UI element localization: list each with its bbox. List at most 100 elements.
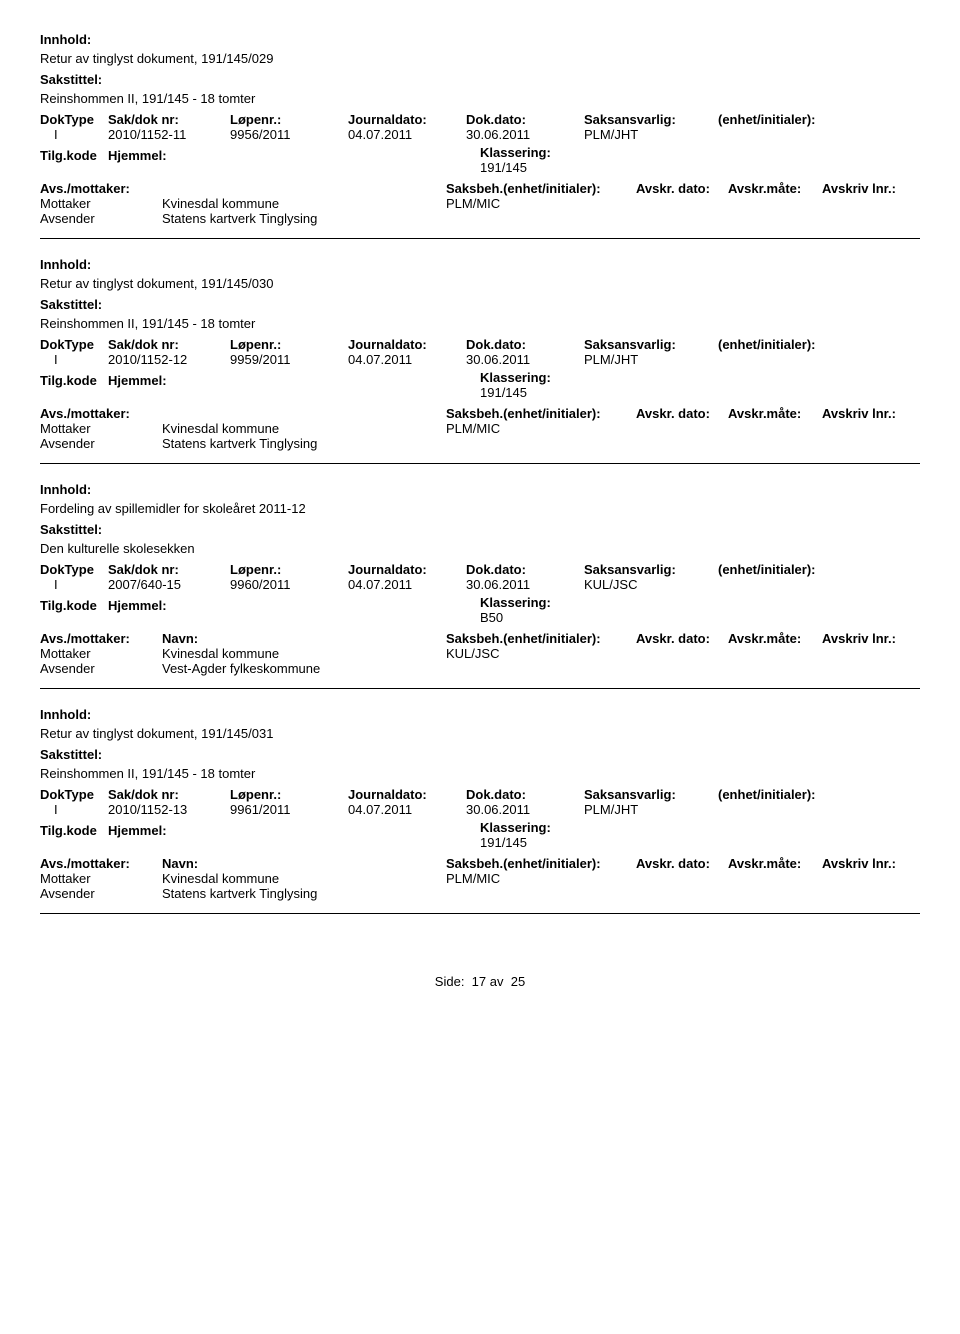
val-doktype: I: [40, 352, 108, 367]
avsender-label: Avsender: [40, 661, 162, 676]
record-separator: [40, 238, 920, 239]
col-avskr-dato: Avskr. dato:: [636, 631, 728, 646]
innhold-label: Innhold:: [40, 257, 920, 272]
col-avsmottaker: Avs./mottaker:: [40, 181, 162, 196]
saksbeh-value: KUL/JSC: [446, 646, 636, 661]
sakstittel-label: Sakstittel:: [40, 747, 920, 762]
hjemmel-label: Hjemmel:: [108, 823, 230, 838]
tilgkode-label: Tilg.kode: [40, 148, 108, 163]
innhold-value: Retur av tinglyst dokument, 191/145/031: [40, 726, 920, 741]
columns-values: I 2010/1152-12 9959/2011 04.07.2011 30.0…: [40, 352, 920, 367]
footer-total: 25: [511, 974, 525, 989]
mottaker-row: Mottaker Kvinesdal kommune PLM/MIC: [40, 871, 920, 886]
col-saknr: Sak/dok nr:: [108, 112, 230, 127]
col-saksbeh: Saksbeh.(enhet/initialer):: [446, 181, 636, 196]
col-jdato: Journaldato:: [348, 787, 466, 802]
col-doktype: DokType: [40, 112, 108, 127]
col-navn: Navn:: [162, 631, 446, 646]
sakstittel-value: Reinshommen II, 191/145 - 18 tomter: [40, 766, 920, 781]
val-ddato: 30.06.2011: [466, 352, 584, 367]
col-saksbeh: Saksbeh.(enhet/initialer):: [446, 631, 636, 646]
col-avsmottaker: Avs./mottaker:: [40, 856, 162, 871]
val-ddato: 30.06.2011: [466, 127, 584, 142]
col-ddato: Dok.dato:: [466, 112, 584, 127]
avsender-row: Avsender Statens kartverk Tinglysing: [40, 886, 920, 901]
innhold-label: Innhold:: [40, 32, 920, 47]
col-saksbeh: Saksbeh.(enhet/initialer):: [446, 406, 636, 421]
val-doktype: I: [40, 802, 108, 817]
val-jdato: 04.07.2011: [348, 802, 466, 817]
col-avsmottaker: Avs./mottaker:: [40, 406, 162, 421]
avsender-navn: Statens kartverk Tinglysing: [162, 886, 317, 901]
col-avskr-mate: Avskr.måte:: [728, 856, 822, 871]
saksbeh-value: PLM/MIC: [446, 871, 636, 886]
col-ddato: Dok.dato:: [466, 787, 584, 802]
col-avskriv-lnr: Avskriv lnr.:: [822, 631, 920, 646]
saksbeh-value: PLM/MIC: [446, 196, 636, 211]
val-lopenr: 9961/2011: [230, 802, 348, 817]
val-ddato: 30.06.2011: [466, 577, 584, 592]
hjemmel-label: Hjemmel:: [108, 598, 230, 613]
innhold-label: Innhold:: [40, 707, 920, 722]
col-lopenr: Løpenr.:: [230, 787, 348, 802]
val-jdato: 04.07.2011: [348, 577, 466, 592]
col-ddato: Dok.dato:: [466, 562, 584, 577]
col-doktype: DokType: [40, 562, 108, 577]
col-jdato: Journaldato:: [348, 337, 466, 352]
columns-values: I 2010/1152-11 9956/2011 04.07.2011 30.0…: [40, 127, 920, 142]
val-doktype: I: [40, 127, 108, 142]
val-jdato: 04.07.2011: [348, 352, 466, 367]
mottaker-navn: Kvinesdal kommune: [162, 871, 446, 886]
avsender-row: Avsender Statens kartverk Tinglysing: [40, 436, 920, 451]
footer-side-label: Side:: [435, 974, 465, 989]
col-navn: Navn:: [162, 856, 446, 871]
footer-page: 17: [472, 974, 486, 989]
col-saks: Saksansvarlig:: [584, 337, 718, 352]
col-lopenr: Løpenr.:: [230, 562, 348, 577]
col-avskr-mate: Avskr.måte:: [728, 406, 822, 421]
innhold-value: Retur av tinglyst dokument, 191/145/029: [40, 51, 920, 66]
mottaker-navn: Kvinesdal kommune: [162, 421, 446, 436]
record: Innhold: Retur av tinglyst dokument, 191…: [40, 257, 920, 451]
tilgkode-label: Tilg.kode: [40, 823, 108, 838]
col-saknr: Sak/dok nr:: [108, 337, 230, 352]
col-enhet: (enhet/initialer):: [718, 562, 920, 577]
mottaker-navn: Kvinesdal kommune: [162, 196, 446, 211]
mottaker-row: Mottaker Kvinesdal kommune PLM/MIC: [40, 196, 920, 211]
mottaker-row: Mottaker Kvinesdal kommune PLM/MIC: [40, 421, 920, 436]
mottaker-label: Mottaker: [40, 871, 162, 886]
avsender-navn: Vest-Agder fylkeskommune: [162, 661, 320, 676]
col-navn: [162, 406, 446, 421]
mottaker-row: Mottaker Kvinesdal kommune KUL/JSC: [40, 646, 920, 661]
avsender-label: Avsender: [40, 211, 162, 226]
party-header: Avs./mottaker: Saksbeh.(enhet/initialer)…: [40, 181, 920, 196]
record-separator: [40, 463, 920, 464]
val-lopenr: 9956/2011: [230, 127, 348, 142]
col-saknr: Sak/dok nr:: [108, 787, 230, 802]
col-doktype: DokType: [40, 787, 108, 802]
columns-values: I 2007/640-15 9960/2011 04.07.2011 30.06…: [40, 577, 920, 592]
party-header: Avs./mottaker: Navn: Saksbeh.(enhet/init…: [40, 856, 920, 871]
col-navn: [162, 181, 446, 196]
avsender-row: Avsender Vest-Agder fylkeskommune: [40, 661, 920, 676]
col-enhet: (enhet/initialer):: [718, 787, 920, 802]
col-avskr-dato: Avskr. dato:: [636, 181, 728, 196]
sakstittel-value: Den kulturelle skolesekken: [40, 541, 920, 556]
val-saknr: 2010/1152-12: [108, 352, 230, 367]
val-lopenr: 9959/2011: [230, 352, 348, 367]
record: Innhold: Retur av tinglyst dokument, 191…: [40, 707, 920, 901]
avsender-row: Avsender Statens kartverk Tinglysing: [40, 211, 920, 226]
innhold-label: Innhold:: [40, 482, 920, 497]
footer-av-label: av: [490, 974, 504, 989]
col-avsmottaker: Avs./mottaker:: [40, 631, 162, 646]
col-jdato: Journaldato:: [348, 562, 466, 577]
party-header: Avs./mottaker: Navn: Saksbeh.(enhet/init…: [40, 631, 920, 646]
sakstittel-value: Reinshommen II, 191/145 - 18 tomter: [40, 316, 920, 331]
sakstittel-label: Sakstittel:: [40, 72, 920, 87]
col-saks: Saksansvarlig:: [584, 562, 718, 577]
avsender-navn: Statens kartverk Tinglysing: [162, 436, 317, 451]
avsender-navn: Statens kartverk Tinglysing: [162, 211, 317, 226]
val-saknr: 2010/1152-11: [108, 127, 230, 142]
mottaker-label: Mottaker: [40, 646, 162, 661]
val-saks: PLM/JHT: [584, 127, 718, 142]
